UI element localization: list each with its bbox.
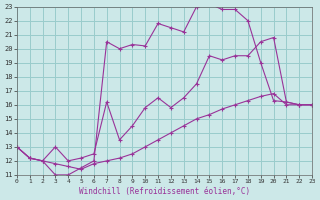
X-axis label: Windchill (Refroidissement éolien,°C): Windchill (Refroidissement éolien,°C) [79, 187, 250, 196]
